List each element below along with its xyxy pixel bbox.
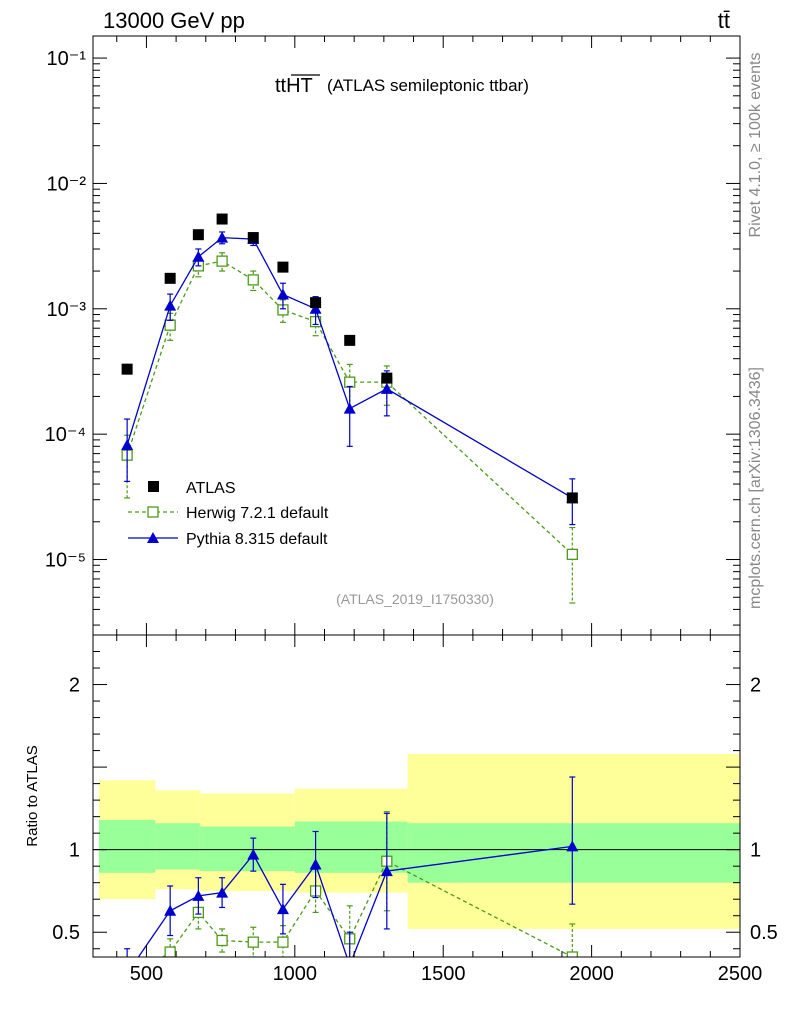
pythia-point — [343, 402, 356, 414]
atlas-point — [121, 363, 133, 375]
y-tick-label: 10⁻⁵ — [45, 550, 86, 572]
ratio-y-tick-label-left: 1 — [69, 840, 80, 862]
legend-marker-atlas — [148, 481, 159, 492]
atlas-point — [310, 297, 322, 309]
legend-marker-pythia — [147, 532, 159, 543]
axis-ticks: 500 1000 1500 2000 2500 10⁻⁵ 10⁻⁴ 10⁻³ 10⁻² 10⁻¹ 0… — [45, 36, 778, 985]
herwig-point — [344, 376, 356, 388]
legend-marker-herwig — [147, 506, 159, 518]
pythia-point — [309, 302, 322, 314]
energy-label: 13000 GeV pp — [103, 8, 245, 33]
stat-uncertainty-band — [407, 823, 740, 883]
plot-title-sub: (ATLAS semileptonic ttbar) — [327, 76, 529, 95]
pythia-ratio-point — [164, 904, 177, 916]
rivet-version-label: Rivet 4.1.0, ≥ 100k events — [747, 53, 764, 238]
atlas-point — [247, 232, 259, 244]
pythia-point — [121, 438, 134, 450]
y-tick-label: 10⁻¹ — [47, 48, 87, 70]
herwig-ratio-line — [161, 860, 573, 957]
pythia-point — [276, 288, 289, 300]
pythia-point — [380, 382, 393, 394]
herwig-line — [126, 260, 573, 555]
ratio-y-axis-label: Ratio to ATLAS — [24, 745, 41, 846]
ratio-y-tick-label-right: 0.5 — [750, 922, 778, 944]
stat-uncertainty-band — [155, 823, 200, 870]
stat-uncertainty-band — [199, 826, 295, 872]
ratio-series-layer — [124, 776, 579, 970]
herwig-point — [247, 274, 259, 286]
mcplots-label: mcplots.cern.ch [arXiv:1306.3436] — [747, 367, 764, 609]
pythia-ratio-line — [137, 845, 573, 957]
pythia-point — [164, 299, 177, 311]
legend-label-herwig: Herwig 7.2.1 default — [186, 505, 329, 522]
pythia-ratio-point — [192, 889, 205, 901]
herwig-ratio-point — [216, 934, 228, 947]
herwig-ratio-point — [247, 936, 259, 948]
ratio-y-tick-label-right: 1 — [750, 840, 761, 862]
pythia-ratio-point — [380, 865, 393, 877]
herwig-point — [566, 548, 578, 560]
atlas-point — [192, 229, 204, 241]
pythia-point — [216, 231, 229, 243]
atlas-point — [216, 213, 228, 225]
pythia-ratio-point — [276, 903, 289, 915]
pythia-ratio-point — [344, 959, 356, 970]
atlas-point — [277, 261, 289, 273]
x-tick-label: 1000 — [273, 963, 318, 985]
atlas-point — [566, 492, 578, 504]
pythia-point — [192, 250, 205, 262]
x-tick-label: 2000 — [569, 963, 614, 985]
pythia-ratio-point — [216, 886, 229, 898]
pythia-ratio-point — [566, 840, 579, 852]
ratio-y-tick-label-right: 2 — [750, 675, 761, 697]
analysis-id-label: (ATLAS_2019_I1750330) — [336, 591, 494, 607]
y-tick-label: 10⁻⁴ — [45, 424, 86, 446]
y-tick-label: 10⁻² — [47, 173, 87, 195]
pythia-ratio-point — [247, 848, 260, 860]
legend-label-atlas: ATLAS — [186, 480, 236, 497]
main-series-layer — [121, 213, 579, 604]
stat-uncertainty-band — [98, 819, 156, 873]
legend: ATLAS Herwig 7.2.1 default Pythia 8.315 … — [128, 480, 329, 548]
pythia-line — [126, 236, 573, 499]
herwig-point — [216, 255, 228, 267]
atlas-point — [164, 272, 176, 284]
herwig-point — [164, 319, 176, 331]
ratio-panel-frame — [92, 634, 741, 958]
x-tick-label: 2500 — [718, 963, 763, 985]
x-tick-label: 1500 — [421, 963, 466, 985]
atlas-point — [344, 334, 356, 346]
atlas-point — [381, 372, 393, 384]
process-label: tt̄ — [718, 8, 730, 33]
pythia-ratio-point — [309, 858, 322, 870]
herwig-ratio-point — [164, 946, 176, 957]
plot-title-main: ttHT — [275, 75, 313, 97]
herwig-ratio-point — [277, 936, 289, 948]
y-tick-label: 10⁻³ — [47, 299, 87, 321]
legend-label-pythia: Pythia 8.315 default — [186, 531, 328, 548]
ratio-y-tick-label-left: 2 — [69, 675, 80, 697]
x-tick-label: 500 — [130, 963, 163, 985]
herwig-ratio-point — [566, 951, 578, 957]
ratio-y-tick-label-left: 0.5 — [52, 922, 80, 944]
uncertainty-bands — [98, 753, 740, 929]
